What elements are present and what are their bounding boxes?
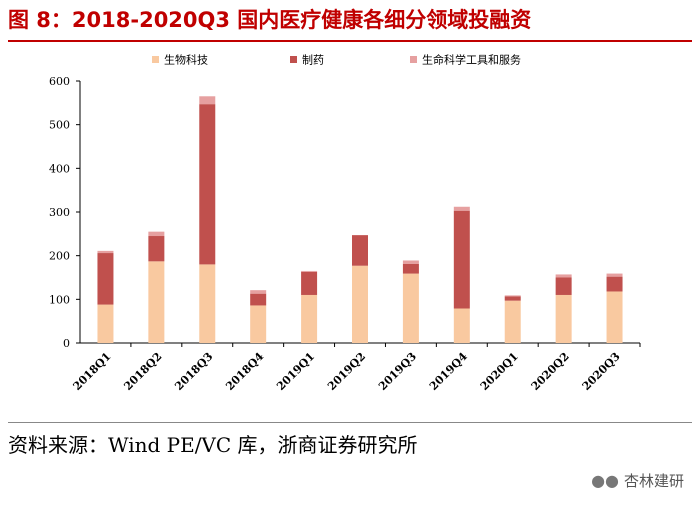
bar-segment xyxy=(504,300,521,343)
bar-segment xyxy=(199,96,216,105)
legend-swatch xyxy=(152,56,159,63)
bar-segment xyxy=(352,265,368,343)
legend-swatch xyxy=(290,56,297,63)
legend-swatch xyxy=(410,56,417,63)
x-tick-label: 2018Q3 xyxy=(172,350,215,393)
x-tick-label: 2018Q4 xyxy=(223,350,266,393)
bar-segment xyxy=(301,271,318,295)
x-tick-label: 2020Q2 xyxy=(529,350,572,393)
x-tick-label: 2019Q2 xyxy=(325,350,368,393)
y-tick-label: 300 xyxy=(49,206,70,219)
bar-segment xyxy=(97,253,114,305)
y-tick-label: 0 xyxy=(63,337,70,350)
y-tick-label: 600 xyxy=(49,75,70,88)
figure-title: 图 8：2018-2020Q3 国内医疗健康各细分领域投融资 xyxy=(8,8,532,32)
bar-segment xyxy=(301,294,318,343)
x-tick-label: 2019Q3 xyxy=(376,350,419,393)
bar-segment xyxy=(301,270,318,272)
y-tick-label: 500 xyxy=(49,119,70,132)
bar-segment xyxy=(148,231,165,237)
legend-label: 制药 xyxy=(302,54,324,67)
x-tick-label: 2018Q1 xyxy=(71,350,114,393)
bar-segment xyxy=(555,294,572,343)
x-tick-label: 2018Q2 xyxy=(121,350,164,393)
x-tick-label: 2020Q1 xyxy=(478,350,521,393)
bar-segment xyxy=(402,260,419,264)
bar-segment xyxy=(199,264,216,343)
watermark-text: 杏林建研 xyxy=(623,472,684,490)
bar-segment xyxy=(97,250,114,254)
bar-segment xyxy=(250,293,267,306)
source-rule xyxy=(8,422,692,423)
bar-segment xyxy=(148,261,165,343)
title-rule xyxy=(8,40,692,42)
wechat-icon: ●● xyxy=(591,471,619,490)
stacked-bar-chart: 生物科技 制药 生命科学工具和服务 0 100 200 300 400 500 600 2018Q1… xyxy=(49,53,641,393)
bar-segment xyxy=(606,273,623,277)
bar-segment xyxy=(402,263,419,274)
bar-segment xyxy=(453,206,470,211)
watermark: ●● 杏林建研 xyxy=(591,470,684,491)
source-note: 资料来源：Wind PE/VC 库，浙商证券研究所 xyxy=(8,433,418,457)
y-tick-label: 200 xyxy=(49,250,70,263)
bar-segment xyxy=(606,276,623,292)
y-tick-label: 400 xyxy=(49,162,70,175)
y-tick-label: 100 xyxy=(49,293,70,306)
bar-segment xyxy=(402,273,419,343)
bar-segment xyxy=(504,296,521,301)
bar-segment xyxy=(555,274,572,278)
legend-label: 生命科学工具和服务 xyxy=(422,53,521,67)
bar-segment xyxy=(555,277,572,295)
bar-segment xyxy=(606,291,623,343)
bar-segment xyxy=(453,308,470,343)
x-tick-label: 2020Q3 xyxy=(580,350,623,393)
bar-segment xyxy=(250,290,267,294)
x-tick-label: 2019Q1 xyxy=(274,350,317,393)
bar-segment xyxy=(199,104,216,265)
bar-segment xyxy=(504,295,521,297)
bar-segment xyxy=(250,305,267,343)
bar-segment xyxy=(352,235,368,266)
bar-segment xyxy=(97,304,114,343)
bar-segment xyxy=(148,236,165,262)
x-tick-label: 2019Q4 xyxy=(427,350,470,393)
legend-label: 生物科技 xyxy=(164,53,208,67)
bar-segment xyxy=(453,210,470,309)
